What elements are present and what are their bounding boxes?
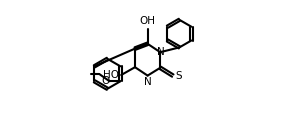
Text: O: O xyxy=(101,76,109,86)
Text: N: N xyxy=(157,47,165,57)
Text: S: S xyxy=(175,71,182,81)
Text: OH: OH xyxy=(140,16,156,26)
Text: HO: HO xyxy=(103,70,119,80)
Text: N: N xyxy=(144,77,151,87)
